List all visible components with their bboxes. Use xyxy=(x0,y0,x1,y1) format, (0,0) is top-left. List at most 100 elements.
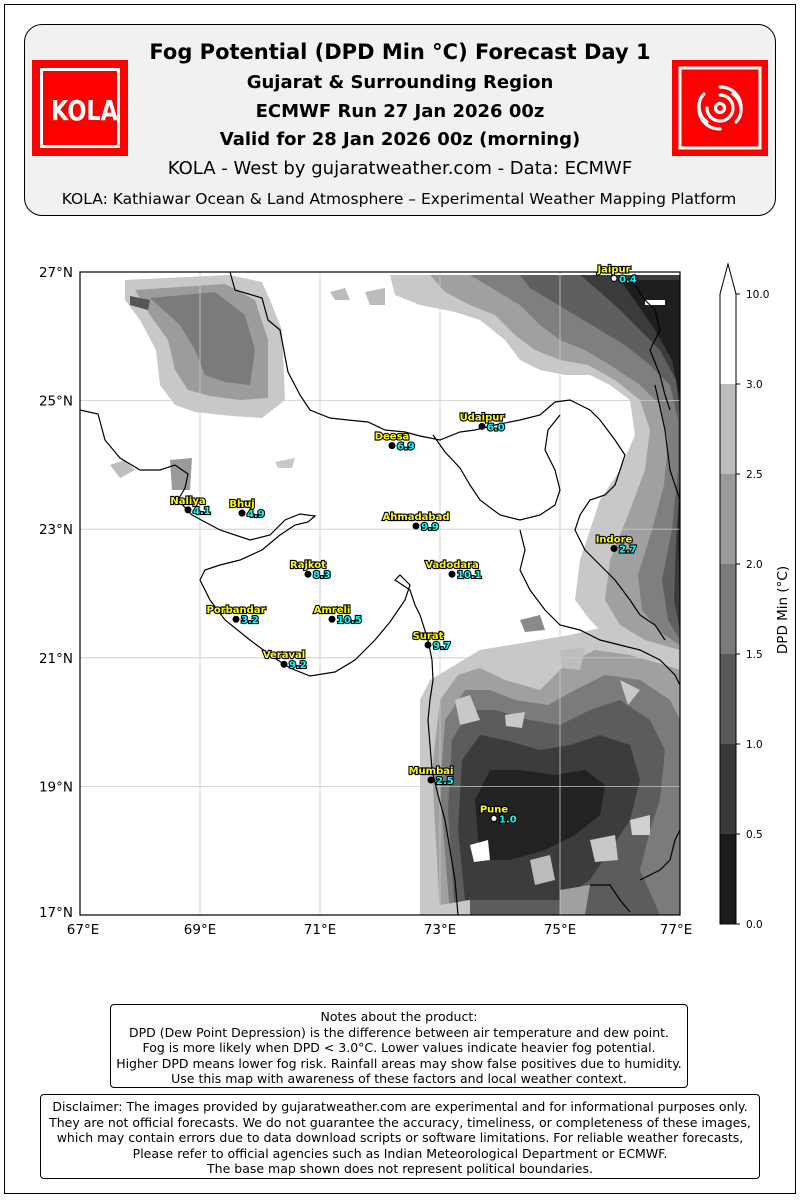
city-dot xyxy=(490,815,498,823)
notes-line: Higher DPD means lower fog risk. Rainfal… xyxy=(116,1055,682,1071)
city-value-label: 6.9 xyxy=(397,442,415,453)
city-name-label: Porbandar xyxy=(207,605,266,616)
city-name-label: Vadodara xyxy=(425,560,479,571)
notes-line: Notes about the product: xyxy=(320,1009,478,1024)
city-dot xyxy=(412,522,420,530)
disclaimer-box: Disclaimer: The images provided by gujar… xyxy=(40,1094,760,1179)
city-dot xyxy=(238,509,246,517)
city-value-label: 8.3 xyxy=(313,570,331,581)
page-title: Fog Potential (DPD Min °C) Forecast Day … xyxy=(149,40,651,64)
gridlines xyxy=(80,272,680,915)
header-panel xyxy=(24,24,776,216)
fog-map: 27°N 25°N 23°N 21°N 19°N 17°N 67°E 69°E … xyxy=(39,262,769,938)
lat-label: 21°N xyxy=(39,651,73,667)
kola-logo-icon: KOLA xyxy=(32,60,128,156)
city-value-label: 9.9 xyxy=(421,522,439,533)
city-dot xyxy=(184,506,192,514)
city-value-label: 6.0 xyxy=(487,422,505,433)
city-name-label: Deesa xyxy=(375,432,410,443)
coastline-borders xyxy=(80,272,680,915)
colorbar-band xyxy=(720,474,736,564)
colorbar-band xyxy=(720,834,736,924)
byline: KOLA - West by gujaratweather.com - Data… xyxy=(167,158,633,179)
disclaimer-line: They are not official forecasts. We do n… xyxy=(49,1114,751,1130)
city-value-label: 4.1 xyxy=(193,506,211,517)
valid-time: Valid for 28 Jan 2026 00z (morning) xyxy=(219,129,581,150)
colorbar-tick-label: 3.0 xyxy=(746,379,763,391)
lon-label: 71°E xyxy=(304,922,336,938)
colorbar-band xyxy=(720,294,736,384)
notes-line: Use this map with awareness of these fac… xyxy=(171,1071,627,1086)
cyclone-swirl-icon xyxy=(672,60,768,156)
city-name-label: Mumbai xyxy=(409,766,454,777)
colorbar-band xyxy=(720,564,736,654)
city-dot xyxy=(478,422,486,430)
colorbar-band xyxy=(720,384,736,474)
city-value-label: 10.1 xyxy=(457,570,482,581)
city-name-label: Amreli xyxy=(314,605,351,616)
lon-label: 73°E xyxy=(424,922,456,938)
city-name-label: Bhuj xyxy=(229,499,254,510)
city-dot xyxy=(304,570,312,578)
lon-label: 69°E xyxy=(184,922,216,938)
lat-label: 19°N xyxy=(39,779,73,795)
longitude-labels: 67°E 69°E 71°E 73°E 75°E 77°E xyxy=(67,922,692,938)
map-frame xyxy=(79,271,681,916)
city-dot xyxy=(232,615,240,623)
city-value-label: 9.7 xyxy=(433,641,451,652)
city-value-label: 2.7 xyxy=(619,544,637,555)
region-subtitle: Gujarat & Surrounding Region xyxy=(246,72,554,93)
colorbar: 0.0 0.5 1.0 1.5 2.0 2.5 3.0 10.0 xyxy=(719,262,769,931)
city-dot xyxy=(610,274,618,282)
colorbar-tick-label: 1.5 xyxy=(746,649,763,661)
colorbar-band xyxy=(720,744,736,834)
city-name-label: Pune xyxy=(480,805,509,816)
colorbar-tick-label: 1.0 xyxy=(746,739,763,751)
city-dot xyxy=(388,442,396,450)
colorbar-tick-label: 2.5 xyxy=(746,469,763,481)
logo-text: KOLA xyxy=(51,94,119,127)
lon-label: 75°E xyxy=(544,922,576,938)
city-name-label: Udaipur xyxy=(460,412,505,423)
city-name-label: Ahmadabad xyxy=(383,512,450,523)
city-value-label: 4.9 xyxy=(247,509,265,520)
notes-line: Fog is more likely when DPD < 3.0°C. Low… xyxy=(142,1040,656,1055)
disclaimer-line: which may contain errors due to data dow… xyxy=(56,1130,744,1145)
colorbar-label: DPD Min (°C) xyxy=(775,565,791,655)
lat-label: 23°N xyxy=(39,522,73,538)
colorbar-outline xyxy=(719,262,737,925)
city-value-label: 10.5 xyxy=(337,615,362,626)
city-value-label: 2.5 xyxy=(436,776,454,787)
lat-label: 17°N xyxy=(39,905,73,921)
latitude-labels: 27°N 25°N 23°N 21°N 19°N 17°N xyxy=(39,265,73,921)
city-name-label: Veraval xyxy=(263,650,305,661)
city-name-label: Jaipur xyxy=(596,264,630,275)
city-dot xyxy=(424,641,432,649)
city-dot xyxy=(328,615,336,623)
lat-label: 25°N xyxy=(39,394,73,410)
lon-label: 77°E xyxy=(660,922,692,938)
notes-box: Notes about the product: DPD (Dew Point … xyxy=(110,1004,688,1088)
disclaimer-line: The base map shown does not represent po… xyxy=(207,1161,593,1176)
city-value-label: 0.4 xyxy=(619,274,637,285)
city-name-label: Naliya xyxy=(170,496,205,507)
colorbar-tick-label: 10.0 xyxy=(746,289,769,301)
lon-label: 67°E xyxy=(67,922,99,938)
disclaimer-line: Disclaimer: The images provided by gujar… xyxy=(52,1099,748,1114)
city-name-label: Indore xyxy=(596,534,633,545)
colorbar-band xyxy=(720,654,736,744)
